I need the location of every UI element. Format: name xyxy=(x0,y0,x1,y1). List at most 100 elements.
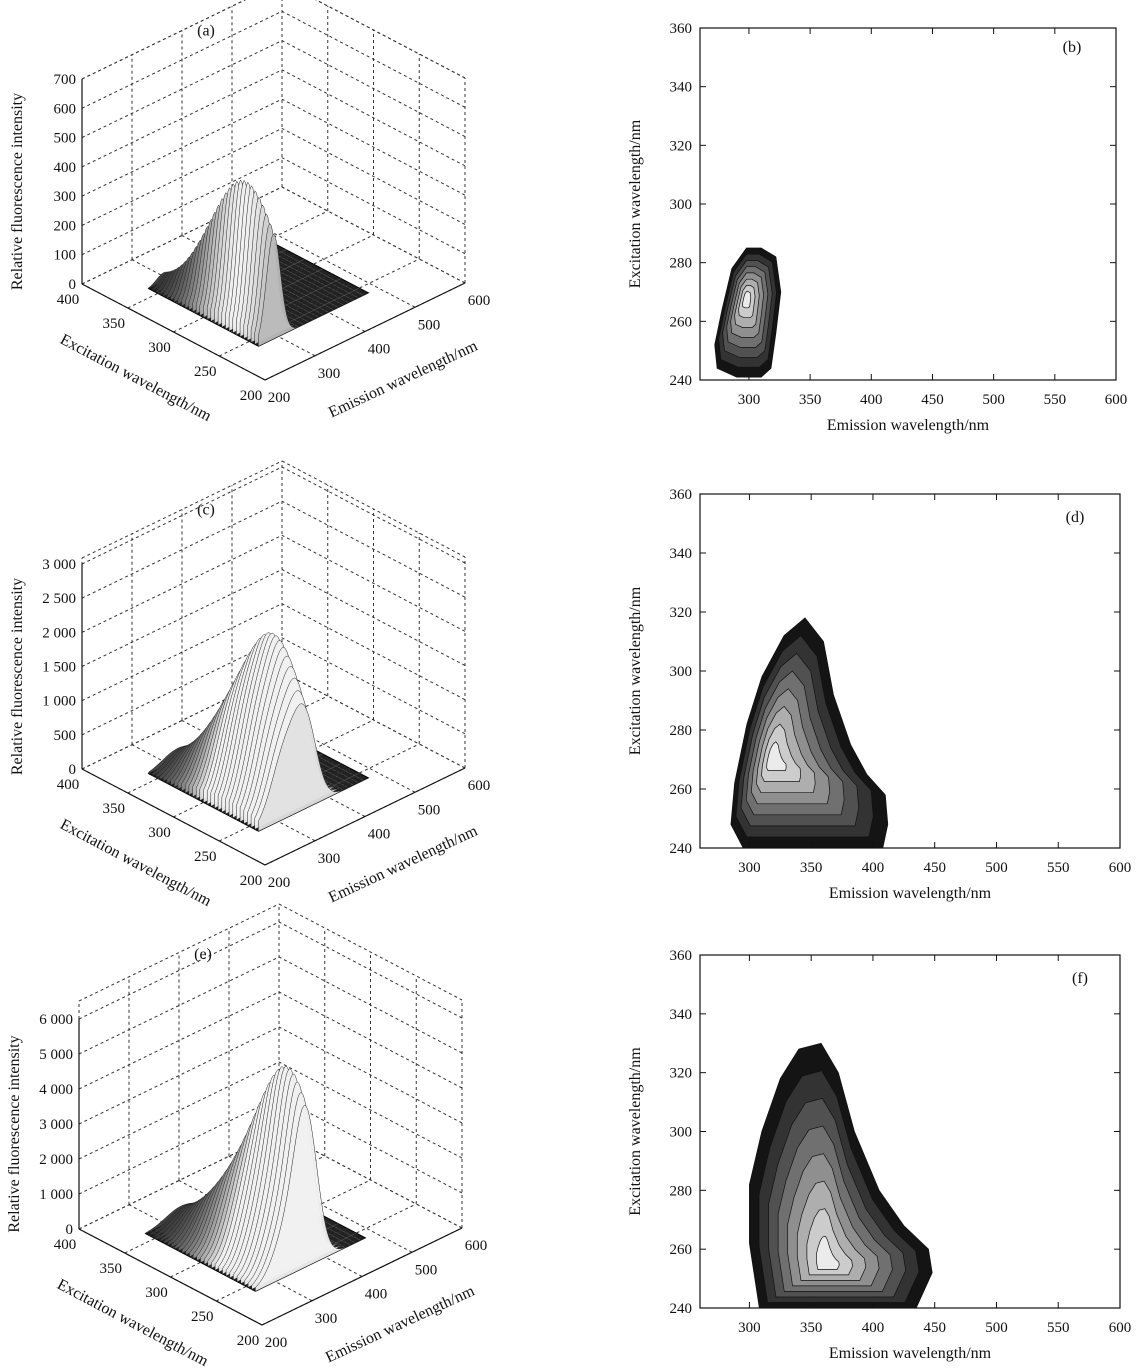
y-tick-label: 280 xyxy=(670,256,693,272)
grid-line xyxy=(81,534,283,633)
x-tick-label: 600 xyxy=(1105,392,1128,408)
z-tick-label: 0 xyxy=(69,277,77,293)
grid-line xyxy=(278,1026,463,1124)
z-tick-label: 1 000 xyxy=(42,694,76,710)
grid-line xyxy=(81,157,283,256)
z-tick-label: 2 000 xyxy=(39,1152,73,1168)
grid-line xyxy=(78,956,280,1055)
y-tick-label: 280 xyxy=(670,1183,693,1199)
x-tick-label: 450 xyxy=(921,392,944,408)
x-tick-label: 350 xyxy=(800,860,823,876)
x-axis-line xyxy=(264,767,466,866)
grid-line xyxy=(81,40,283,139)
x-tick-label: 200 xyxy=(268,875,291,891)
grid-line xyxy=(231,210,416,308)
x-axis-label: Emission wavelength/nm xyxy=(323,1282,478,1366)
contour-bands xyxy=(714,247,782,378)
grid-line xyxy=(81,637,283,736)
surface-ridge xyxy=(258,233,369,347)
grid-line xyxy=(81,603,283,702)
x-axis-label: Emission wavelength/nm xyxy=(829,885,992,902)
y-tick-label: 340 xyxy=(670,546,693,562)
x-tick-label: 550 xyxy=(1044,392,1067,408)
grid-line xyxy=(81,127,283,226)
z-tick-label: 300 xyxy=(54,189,77,205)
x-tick-label: 300 xyxy=(738,392,761,408)
grid-line xyxy=(281,460,466,558)
z-tick-label: 3 000 xyxy=(42,557,76,573)
x-tick-label: 500 xyxy=(415,1262,438,1278)
x-tick-label: 300 xyxy=(315,1311,338,1327)
x-axis-label: Emission wavelength/nm xyxy=(326,822,481,906)
panel-label: (b) xyxy=(1063,39,1082,56)
grid-line xyxy=(78,1026,280,1125)
y-tick-label: 260 xyxy=(670,782,693,798)
grid-line xyxy=(315,0,466,79)
grid-line xyxy=(278,921,463,1019)
x-tick-label: 200 xyxy=(268,390,291,406)
grid-line xyxy=(81,69,283,168)
x-axis-label: Emission wavelength/nm xyxy=(326,337,481,421)
y-tick-label: 400 xyxy=(57,777,80,793)
y-tick-label: 240 xyxy=(670,373,693,389)
x-tick-label: 450 xyxy=(923,1320,946,1336)
contour-band xyxy=(766,741,787,771)
grid-line xyxy=(81,500,283,599)
grid-line xyxy=(81,671,283,770)
x-tick-label: 200 xyxy=(265,1335,288,1351)
x-tick-label: 600 xyxy=(468,778,491,794)
grid-line xyxy=(281,69,466,167)
y-tick-label: 240 xyxy=(670,1301,693,1317)
y-axis-label: Excitation wavelength/nm xyxy=(627,586,644,755)
y-tick-label: 350 xyxy=(100,1261,123,1277)
y-tick-label: 320 xyxy=(670,605,693,621)
x-tick-label: 400 xyxy=(862,860,885,876)
grid-line xyxy=(81,460,283,559)
x-tick-label: 350 xyxy=(800,1320,823,1336)
z-axis-label: Relative fluorescence intensity xyxy=(9,93,26,290)
grid-line xyxy=(281,466,466,564)
tick-labels: 2003004005006002002503003504000100200300… xyxy=(54,72,491,406)
x-tick-label: 550 xyxy=(1047,860,1070,876)
z-tick-label: 5 000 xyxy=(39,1047,73,1063)
grid-line xyxy=(281,603,466,701)
y-axis-line xyxy=(81,768,266,866)
x-axis-label: Emission wavelength/nm xyxy=(827,417,990,434)
y-tick-label: 300 xyxy=(145,1285,168,1301)
z-tick-label: 6 000 xyxy=(39,1012,73,1028)
z-tick-label: 3 000 xyxy=(39,1117,73,1133)
grid-line xyxy=(278,903,463,1001)
panel-label: (a) xyxy=(197,22,215,39)
x-tick-label: 500 xyxy=(982,392,1005,408)
grid-line xyxy=(78,1061,280,1160)
z-tick-label: 200 xyxy=(54,218,77,234)
x-tick-label: 300 xyxy=(318,851,341,867)
y-axis-label: Excitation wavelength/nm xyxy=(57,816,214,910)
tick-labels: 300 350 400 450 500 550 600 240 260 280 300 320 340 3… xyxy=(670,487,1132,876)
grid-line xyxy=(81,466,283,565)
z-axis-label: Relative fluorescence intensity xyxy=(9,578,26,775)
y-tick-label: 250 xyxy=(191,1309,214,1325)
grid-line xyxy=(281,637,466,735)
y-tick-label: 240 xyxy=(670,841,693,857)
y-tick-label: 300 xyxy=(148,340,171,356)
grid-line xyxy=(278,1061,463,1159)
y-tick-label: 360 xyxy=(670,487,693,503)
grid-line xyxy=(81,0,247,80)
y-tick-label: 200 xyxy=(240,388,263,404)
y-tick-label: 260 xyxy=(670,1242,693,1258)
contour-band xyxy=(742,291,752,309)
x-tick-label: 550 xyxy=(1047,1320,1070,1336)
z-tick-label: 2 500 xyxy=(42,591,76,607)
z-tick-label: 0 xyxy=(66,1222,74,1238)
y-tick-label: 250 xyxy=(194,364,217,380)
y-tick-label: 360 xyxy=(670,21,693,37)
y-axis-line xyxy=(78,1228,263,1326)
x-tick-label: 300 xyxy=(738,1320,761,1336)
x-tick-label: 450 xyxy=(923,860,946,876)
grid-line xyxy=(278,1096,463,1194)
grid-line xyxy=(281,10,466,108)
grid-line xyxy=(81,186,283,285)
